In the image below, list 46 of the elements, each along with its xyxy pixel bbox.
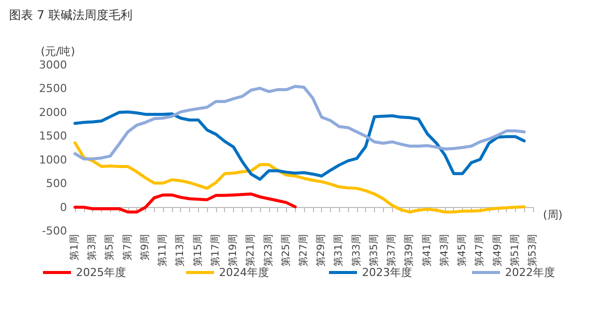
x-tick-label: 第9周 — [138, 234, 151, 260]
y-tick-label: 0 — [60, 200, 67, 214]
legend-label: 2023年度 — [362, 266, 412, 279]
y-tick-label: 1500 — [39, 130, 67, 143]
line-series — [74, 192, 297, 214]
x-tick-label: 第47周 — [474, 234, 486, 267]
x-tick-label: 第39周 — [403, 234, 416, 267]
x-tick-label: 第51周 — [508, 234, 521, 267]
legend-label: 2022年度 — [504, 266, 555, 279]
legend-label: 2024年度 — [219, 266, 270, 279]
x-tick-label: 第5周 — [104, 234, 116, 260]
x-tick-label: 第45周 — [456, 234, 468, 267]
line-series — [74, 110, 526, 181]
x-tick-label: 第29周 — [315, 234, 328, 267]
x-tick-label: 第17周 — [209, 234, 222, 267]
x-tick-label: 第43周 — [438, 234, 450, 267]
x-tick-label: 第41周 — [420, 234, 433, 267]
x-tick-label: 第11周 — [156, 234, 169, 267]
x-tick-label: 第27周 — [298, 234, 310, 267]
x-axis-title: (周) — [543, 208, 563, 222]
y-tick-label: 1000 — [39, 153, 67, 166]
y-axis-title: (元/吨) — [40, 45, 75, 58]
chart-title: 图表 7 联碱法周度毛利 — [9, 8, 132, 22]
x-tick-label: 第1周 — [68, 234, 80, 260]
x-tick-label: 第53周 — [526, 234, 538, 267]
line-series — [74, 141, 526, 214]
x-tick-label: 第25周 — [280, 234, 292, 267]
y-tick-label: 2000 — [39, 106, 67, 119]
legend-label: 2025年度 — [76, 266, 126, 279]
y-tick-label: 500 — [46, 177, 67, 190]
x-tick-label: 第7周 — [121, 234, 134, 260]
x-tick-label: 第31周 — [332, 234, 345, 267]
x-tick-label: 第13周 — [174, 234, 186, 267]
y-tick-label: 2500 — [39, 82, 67, 96]
x-tick-label: 第21周 — [244, 234, 257, 267]
x-tick-label: 第15周 — [192, 234, 204, 267]
x-tick-label: 第49周 — [491, 234, 504, 267]
y-tick-label: 3000 — [39, 58, 67, 72]
x-tick-label: 第37周 — [386, 234, 398, 267]
x-tick-label: 第35周 — [368, 234, 380, 267]
x-tick-label: 第19周 — [227, 234, 240, 267]
y-tick-label: -500 — [42, 224, 67, 238]
x-tick-label: 第3周 — [86, 234, 98, 260]
line-series — [74, 84, 526, 160]
x-tick-label: 第33周 — [350, 234, 362, 267]
x-tick-label: 第23周 — [262, 234, 274, 267]
